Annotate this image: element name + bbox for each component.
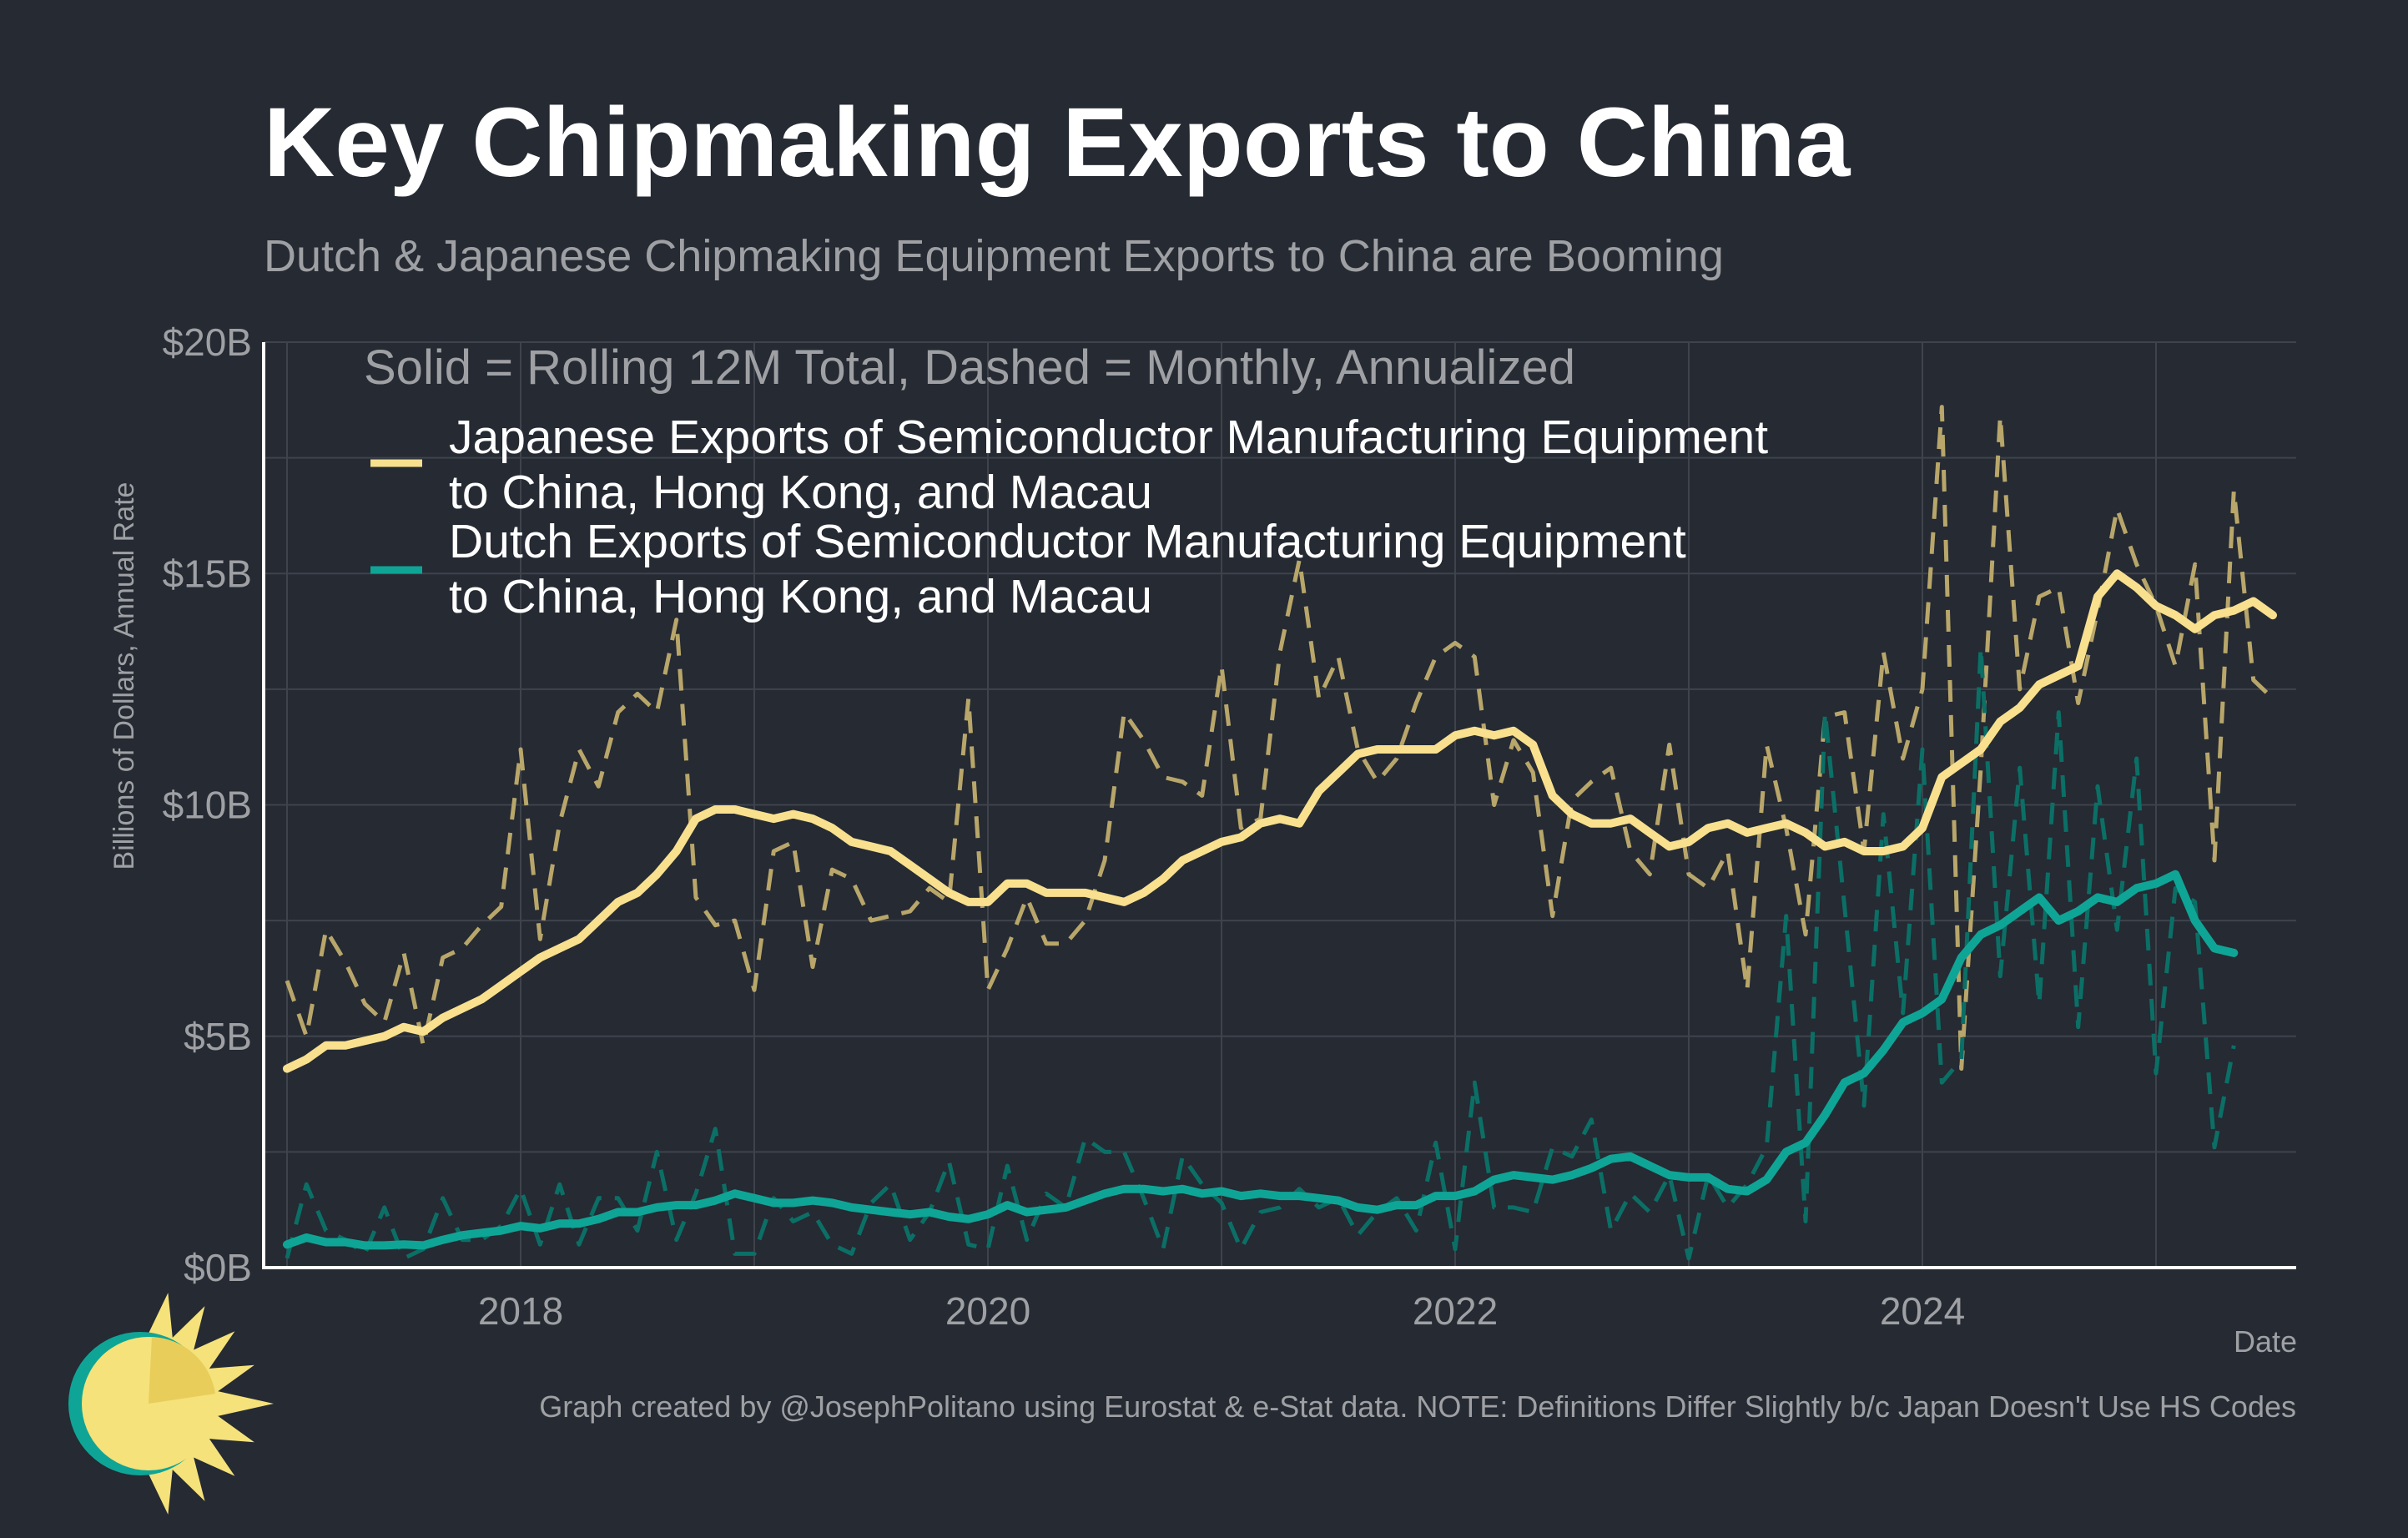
legend-entry-dutch-line1: Dutch Exports of Semiconductor Manufactu… — [449, 515, 1686, 568]
sun-ray — [204, 1364, 254, 1394]
y-tick-label: $5B — [184, 1015, 252, 1058]
sun-ray — [189, 1435, 235, 1476]
sun-rays — [146, 1293, 274, 1515]
y-tick-label: $10B — [163, 784, 252, 827]
sun-ray — [214, 1390, 274, 1417]
sun-ray — [146, 1293, 174, 1342]
legend-entry-japan-line2: to China, Hong Kong, and Macau — [449, 466, 1152, 519]
grid-lines — [264, 341, 2296, 1268]
sun-ray — [204, 1413, 254, 1443]
legend-title: Solid = Rolling 12M Total, Dashed = Mont… — [364, 340, 1575, 395]
series-line-dutch-monthly — [285, 645, 2236, 1261]
x-tick-label: 2024 — [1880, 1289, 1965, 1333]
series-line-japan-monthly — [285, 405, 2275, 1072]
sun-logo-icon — [68, 1293, 274, 1515]
sun-ray — [169, 1306, 205, 1354]
series-layer — [283, 405, 2277, 1261]
sun-ray — [169, 1453, 205, 1501]
x-tick-label: 2022 — [1413, 1289, 1498, 1333]
y-axis-label: Billions of Dollars, Annual Rate — [108, 482, 140, 870]
x-axis-label: Date — [2234, 1324, 2297, 1359]
legend-entry-japan-line1: Japanese Exports of Semiconductor Manufa… — [449, 411, 1768, 464]
axes — [262, 342, 2296, 1269]
sun-highlight — [149, 1337, 215, 1404]
x-tick-label: 2018 — [478, 1289, 563, 1333]
x-tick-label: 2020 — [945, 1289, 1030, 1333]
chart-subtitle: Dutch & Japanese Chipmaking Equipment Ex… — [264, 231, 1724, 281]
y-tick-label: $20B — [163, 320, 252, 364]
legend-entry-dutch-line2: to China, Hong Kong, and Macau — [449, 570, 1152, 623]
legend: Solid = Rolling 12M Total, Dashed = Mont… — [364, 340, 1768, 623]
y-tick-label: $0B — [184, 1246, 252, 1289]
chart-title: Key Chipmaking Exports to China — [264, 88, 1851, 198]
source-caption: Graph created by @JosephPolitano using E… — [539, 1389, 2296, 1424]
series-line-japan-rolling — [283, 569, 2277, 1073]
series-line-dutch-rolling — [283, 870, 2239, 1250]
tick-labels: $0B $5B $10B $15B $20B 2018 2020 2022 2024 — [163, 320, 1966, 1333]
sun-ray — [146, 1465, 174, 1515]
y-tick-label: $15B — [163, 552, 252, 595]
